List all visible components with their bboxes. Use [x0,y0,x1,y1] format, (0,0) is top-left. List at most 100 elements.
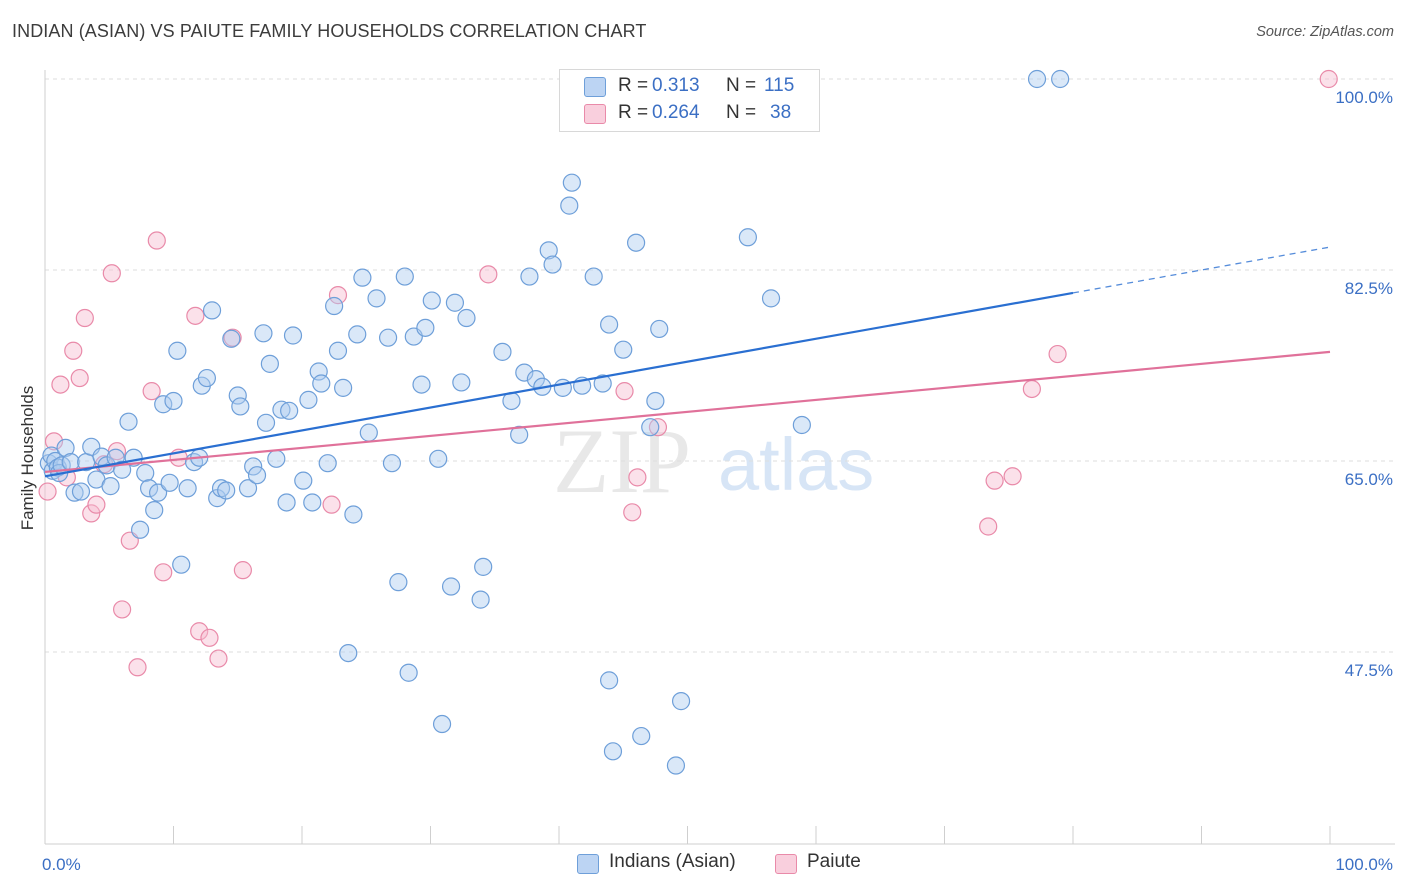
indians-asian-point [65,483,84,502]
indians-asian-point [71,482,91,501]
indians-asian-point [457,308,476,328]
indians-asian-point [432,714,452,734]
indians-asian-point [412,375,431,394]
indians-asian-point [56,438,75,458]
paiute-point [147,231,166,250]
bottom-legend-label: Paiute [807,851,861,872]
indians-asian-point [148,483,168,502]
indians-asian-point [641,418,660,437]
paiute-point [190,622,209,641]
indians-asian-point [244,457,263,476]
indians-asian-point [539,241,558,260]
indians-asian-point [130,520,150,539]
x-tick-label: 100.0% [1335,855,1393,874]
correlation-legend: R = 0.313 N = 115 R = 0.264 N = 38 [559,69,820,132]
paiute-point [112,600,132,619]
indians-asian-point [560,196,579,215]
indians-asian-point [416,318,435,337]
indians-asian-point [452,373,471,392]
indians-asian-point [247,466,267,485]
paiute-point [142,382,161,401]
indians-asian-point [510,425,529,444]
paiute-point [200,628,219,647]
indians-asian-point [348,325,367,344]
indians-asian-point [344,505,363,524]
tick-labels: 47.5% 65.0% 82.5% 100.0% 0.0% 100.0% [42,88,1393,874]
indians-asian-point [471,590,490,609]
indians-asian-point [666,756,686,775]
paiute-point [102,264,121,283]
legend-r-value: 0.264 [652,102,700,123]
paiute-point [1048,344,1067,364]
paiute-point [985,471,1004,490]
indians-asian-point [272,400,291,419]
indians-asian-point [562,173,581,192]
indians-asian-point [228,386,247,405]
indians-asian-point [260,354,279,373]
indians-asian-trend-line [44,291,1074,478]
chart-title: INDIAN (ASIAN) VS PAIUTE FAMILY HOUSEHOL… [12,21,647,41]
indians-asian-point [367,289,386,308]
watermark: ZIP atlas [553,410,874,512]
paiute-point [87,495,106,514]
indians-asian-point [359,423,378,442]
indians-asian-point [101,477,120,496]
y-tick-label: 65.0% [1345,470,1393,489]
indians-asian-point [650,319,669,339]
paiute-point [623,503,642,522]
y-axis-label: Family Households [18,385,37,531]
indians-asian-point [136,463,155,483]
indians-asian-point [294,471,313,490]
source-label: Source: ZipAtlas.com [1256,24,1394,40]
indians-asian-point [1051,69,1070,89]
indians-asian-point [429,449,448,468]
indians-asian-point [202,301,222,320]
indians-asian-point [119,412,138,431]
paiute-point [1022,379,1041,399]
legend-r-label: R = [618,75,649,96]
indians-asian-point [197,368,217,388]
paiute-point [1003,467,1022,486]
y-tick-label: 82.5% [1345,279,1393,298]
paiute-point [328,286,348,305]
indians-asian-point [543,255,562,274]
paiute-point [1319,69,1338,89]
indians-asian-point [493,342,512,361]
indians-asian-point [238,479,258,498]
indians-asian-point [520,267,539,286]
legend-r-label: R = [618,102,649,123]
indians-asian-point [1027,69,1047,89]
indians-asian-point [312,374,331,393]
bottom-legend-swatch-pink [775,854,797,874]
indians-asian-point [395,267,414,286]
indians-asian-point [792,415,811,435]
bottom-legend-label: Indians (Asian) [609,851,736,872]
y-tick-label: 100.0% [1335,88,1393,107]
paiute-point [51,375,70,394]
indians-asian-point [382,454,402,473]
indians-asian-point [593,374,612,393]
paiute-point [186,306,205,325]
indians-asian-point [160,473,179,492]
watermark-atlas: atlas [718,423,874,506]
indians-asian-point [299,390,318,409]
indians-asian-point [600,315,619,334]
bottom-legend-swatch-blue [577,854,599,874]
paiute-point [233,561,252,580]
y-tick-label: 47.5% [1345,661,1393,680]
indians-asian-point [168,341,187,360]
indians-asian-point [441,577,461,596]
indians-asian-point [222,329,241,348]
paiute-point [979,517,998,536]
paiute-point [75,308,94,328]
indians-asian-point [399,663,418,682]
x-tick-label: 0.0% [42,855,81,874]
indians-asian-point [671,692,691,711]
indians-asian-point [217,481,236,500]
indians-asian-point [256,413,276,432]
legend-swatch-pink [584,104,606,124]
indians-asian-point [646,391,665,411]
indians-asian-point [334,378,353,397]
paiute-point [648,418,668,437]
